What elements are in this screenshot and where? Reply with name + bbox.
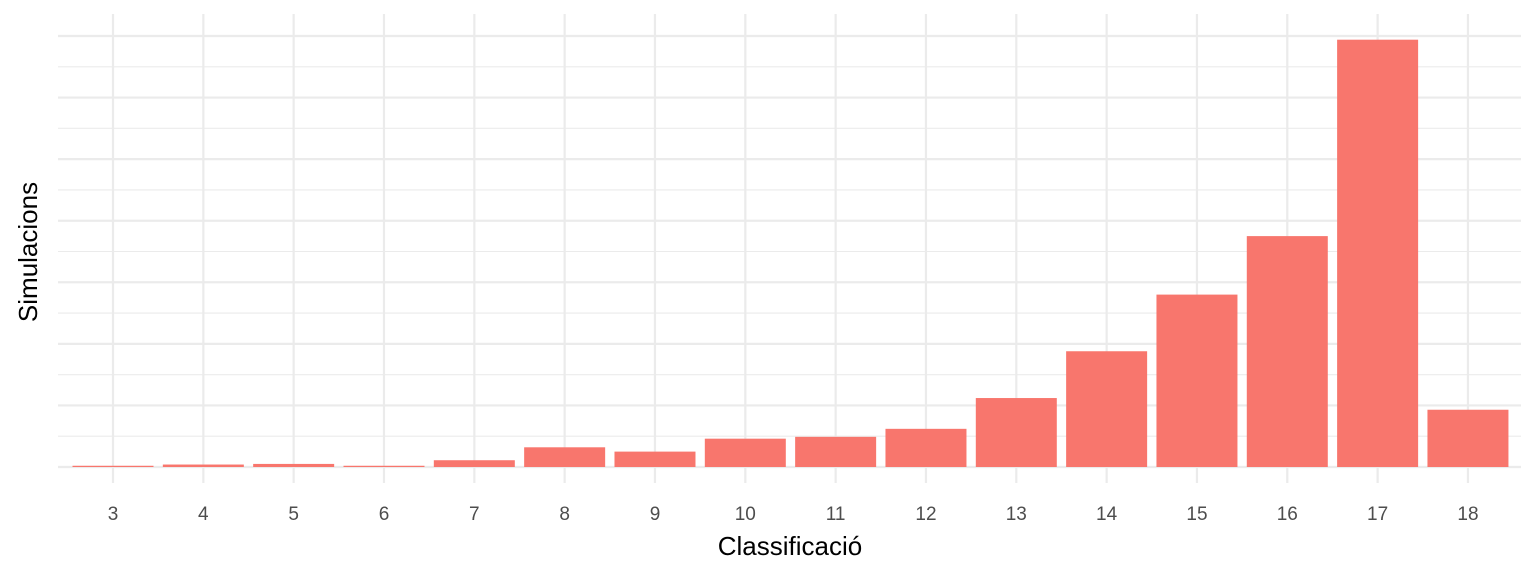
bar-10	[704, 438, 786, 467]
x-tick-label: 12	[915, 504, 936, 525]
x-tick-label: 16	[1277, 504, 1298, 525]
x-tick-label: 15	[1186, 504, 1207, 525]
x-tick-label: 3	[108, 504, 119, 525]
bar-12	[885, 428, 967, 467]
x-tick-label: 8	[559, 504, 570, 525]
x-tick-label: 9	[650, 504, 661, 525]
bar-11	[795, 436, 877, 467]
x-tick-labels: 3 4 5 6 7 8 9 10 11 12 13 14 15 16 17 18	[108, 504, 1479, 525]
bar-4	[162, 464, 244, 467]
y-axis-title: Simulacions	[13, 182, 43, 322]
x-tick-label: 10	[735, 504, 756, 525]
x-tick-label: 18	[1457, 504, 1478, 525]
x-tick-label: 14	[1096, 504, 1118, 525]
bar-18	[1427, 409, 1509, 467]
bar-8	[524, 447, 606, 467]
x-tick-label: 4	[198, 504, 209, 525]
bars	[72, 39, 1509, 468]
bar-16	[1246, 236, 1328, 467]
x-tick-label: 5	[288, 504, 299, 525]
grid	[58, 14, 1521, 483]
bar-14	[1066, 351, 1148, 467]
x-axis-title: Classificació	[718, 531, 863, 561]
bar-13	[975, 398, 1057, 467]
bar-5	[253, 463, 335, 467]
bar-17	[1337, 39, 1419, 468]
bar-3	[72, 465, 154, 467]
bar-9	[614, 451, 696, 467]
bar-15	[1156, 294, 1238, 467]
x-tick-label: 6	[379, 504, 390, 525]
bar-7	[433, 460, 515, 467]
x-tick-label: 17	[1367, 504, 1388, 525]
x-tick-label: 13	[1006, 504, 1027, 525]
x-tick-label: 11	[826, 504, 846, 525]
bar-6	[343, 465, 425, 467]
x-tick-label: 7	[469, 504, 480, 525]
